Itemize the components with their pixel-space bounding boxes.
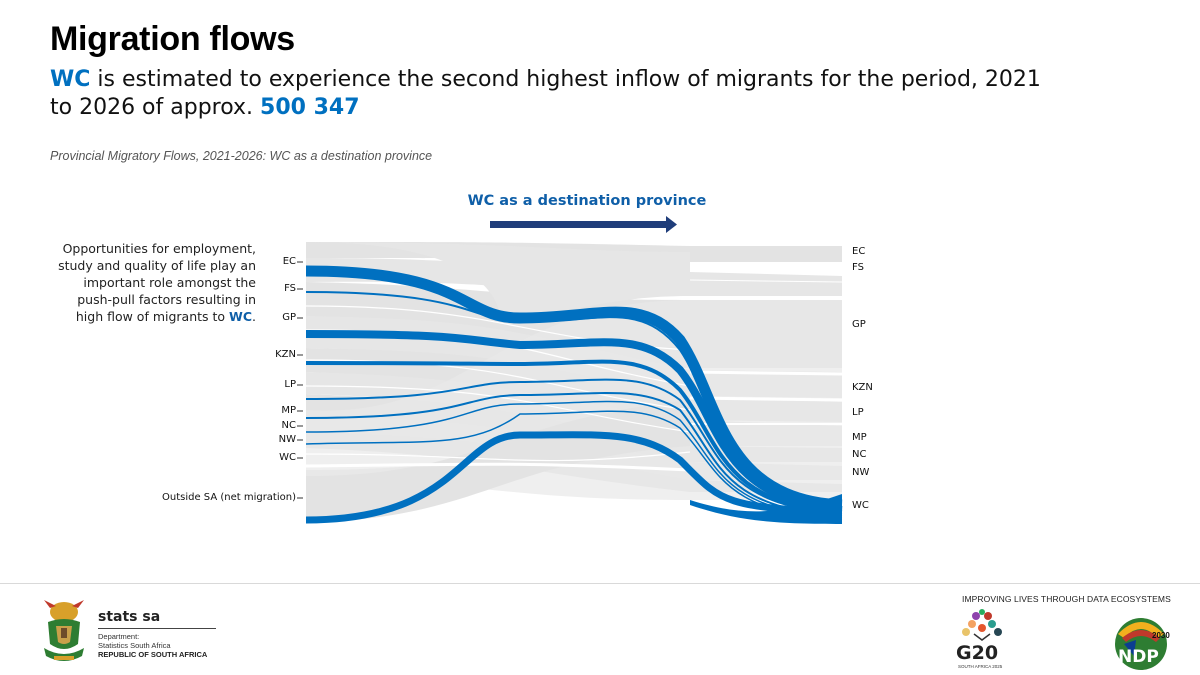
flow-nc-to-wc [305,400,843,519]
side-note-end: . [252,309,256,324]
tagline: IMPROVING LIVES THROUGH DATA ECOSYSTEMS [962,594,1171,604]
coat-of-arms-icon [44,600,84,661]
left-label-nw: NW [278,434,296,445]
ndp-year: 2030 [1152,631,1170,640]
right-label-kzn: KZN [852,382,873,393]
ndp-logo-icon: 2030 NDP [1115,618,1170,670]
flow-kzn-to-wc [305,359,843,514]
left-label-kzn: KZN [275,349,296,360]
flow-nw-to-wc [305,410,843,521]
department-block: Department: Statistics South Africa [98,632,171,650]
side-note-highlight: WC [229,309,253,324]
left-label-mp: MP [281,405,296,416]
ndp-text: NDP [1118,647,1159,667]
right-label-lp: LP [852,407,864,418]
left-label-ec: EC [282,256,296,267]
left-label-outside-sa: Outside SA (net migration) [161,492,296,503]
left-label-wc: WC [279,452,296,463]
country-name: REPUBLIC OF SOUTH AFRICA [98,650,208,659]
brand-rule [98,628,216,629]
arrow-label: WC as a destination province [467,193,707,209]
g20-subtext: SOUTH AFRICA 2025 [958,664,1003,669]
right-label-fs: FS [852,262,864,273]
left-label-fs: FS [284,283,296,294]
node-markers [297,261,303,499]
flow-outside-to-wc [305,431,843,524]
left-label-gp: GP [282,312,296,323]
brand-name: stats sa [98,609,161,625]
g20-text: G20 [956,642,999,664]
left-label-nc: NC [281,420,296,431]
wc-inflow-flows [305,265,843,524]
chart-caption: Provincial Migratory Flows, 2021-2026: W… [50,149,433,163]
g20-logo-icon [962,609,1002,641]
footer-divider [0,583,1200,584]
headline: WC is estimated to experience the second… [50,66,1050,122]
flow-lp-to-wc [305,378,843,515]
right-label-wc: WC [852,500,869,511]
headline-highlight-province: WC [50,67,91,92]
headline-text: is estimated to experience the second hi… [50,67,1041,120]
department-name: Statistics South Africa [98,641,171,650]
department-label: Department: [98,632,140,641]
right-label-mp: MP [852,432,867,443]
flow-mp-to-wc [305,392,843,517]
right-label-nw: NW [852,467,870,478]
left-label-lp: LP [284,379,296,390]
side-note: Opportunities for employment, study and … [50,240,256,325]
side-note-text: Opportunities for employment, study and … [58,241,256,324]
right-label-gp: GP [852,319,866,330]
flow-gp-to-wc [305,330,843,514]
flow-ec-to-wc [305,265,843,511]
right-label-nc: NC [852,449,867,460]
page-title: Migration flows [50,20,295,58]
right-label-ec: EC [852,246,866,257]
headline-highlight-value: 500 347 [260,95,360,120]
